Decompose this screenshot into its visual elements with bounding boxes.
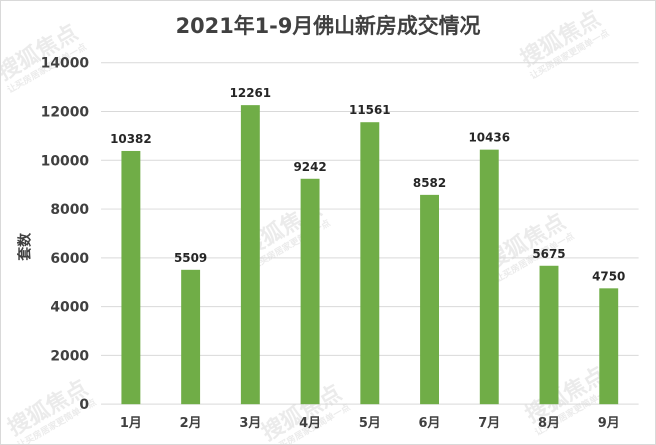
bar bbox=[240, 105, 260, 405]
x-axis: 1月 2月 3月 4月 5月 6月 7月 8月 9月 bbox=[120, 416, 620, 431]
data-label: 11561 bbox=[349, 103, 391, 117]
chart-title: 2021年1-9月佛山新房成交情况 bbox=[176, 14, 481, 38]
data-label: 5675 bbox=[532, 247, 565, 261]
data-label: 10382 bbox=[110, 132, 152, 146]
x-tick-label: 8月 bbox=[538, 416, 560, 431]
x-tick-label: 9月 bbox=[598, 416, 620, 431]
y-tick-label: 10000 bbox=[41, 153, 90, 169]
data-label: 10436 bbox=[469, 131, 511, 145]
y-tick-label: 8000 bbox=[50, 202, 89, 218]
bars: 10382 5509 12261 9242 11561 8582 10436 5675 4750 bbox=[110, 86, 625, 405]
y-tick-label: 14000 bbox=[41, 56, 90, 72]
data-label: 8582 bbox=[413, 176, 446, 190]
x-tick-label: 1月 bbox=[120, 416, 142, 431]
y-axis: 0 2000 4000 6000 8000 10000 12000 14000 bbox=[41, 56, 90, 413]
x-tick-label: 7月 bbox=[478, 416, 500, 431]
y-tick-label: 4000 bbox=[50, 300, 89, 316]
bar bbox=[420, 194, 439, 405]
bar bbox=[360, 122, 380, 405]
y-tick-label: 2000 bbox=[50, 348, 89, 364]
bar bbox=[599, 288, 619, 405]
data-label: 5509 bbox=[174, 251, 207, 265]
bar bbox=[539, 265, 559, 405]
bar bbox=[479, 149, 499, 405]
y-tick-label: 0 bbox=[79, 397, 89, 413]
x-tick-label: 4月 bbox=[299, 416, 321, 431]
x-tick-label: 2月 bbox=[180, 416, 202, 431]
data-label: 12261 bbox=[230, 86, 272, 100]
x-tick-label: 6月 bbox=[419, 416, 441, 431]
x-tick-label: 3月 bbox=[239, 416, 261, 431]
bar bbox=[181, 269, 201, 405]
y-tick-label: 6000 bbox=[50, 251, 89, 267]
bar bbox=[300, 178, 320, 405]
y-axis-label: 套数 bbox=[16, 233, 33, 261]
x-tick-label: 5月 bbox=[359, 416, 381, 431]
y-tick-label: 12000 bbox=[41, 104, 90, 120]
bar bbox=[121, 150, 141, 405]
data-label: 4750 bbox=[592, 269, 625, 283]
data-label: 9242 bbox=[293, 160, 326, 174]
